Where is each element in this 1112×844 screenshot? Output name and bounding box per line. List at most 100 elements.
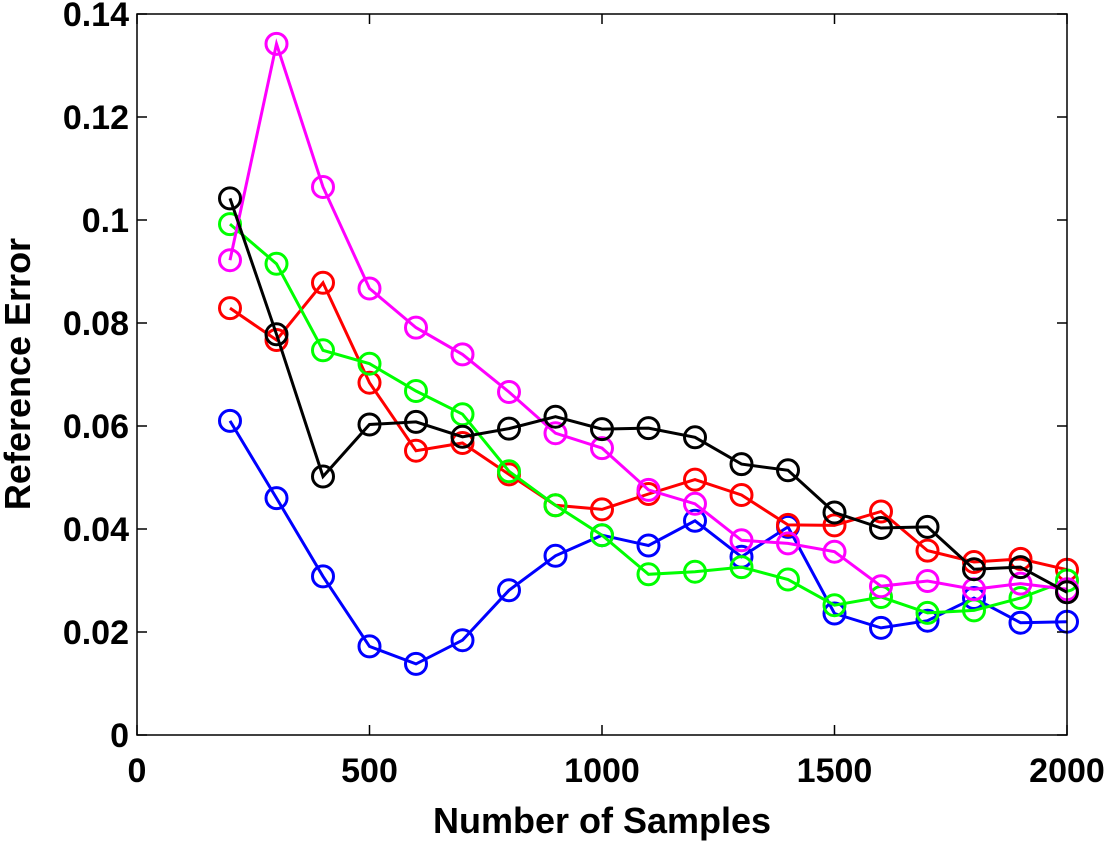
y-tick-label: 0.04 [63, 511, 129, 549]
data-point-blue [822, 601, 847, 626]
data-point-red [1008, 546, 1033, 571]
x-tick-label: 0 [128, 752, 147, 790]
series-green [218, 212, 1079, 625]
data-point-black [311, 464, 335, 489]
data-point-green [776, 567, 800, 592]
data-point-blue [1008, 610, 1033, 635]
data-point-green [450, 402, 475, 427]
data-point-magenta [683, 491, 707, 516]
data-point-green [822, 593, 847, 618]
y-tick-label: 0.08 [63, 305, 129, 343]
tick-layer: 0 500 1000 1500 2000 0 0.02 0.04 0.06 0.08 0.1 0.12… [63, 0, 1105, 790]
series-magenta [218, 31, 1079, 602]
series-line-green [229, 222, 1068, 615]
data-point-magenta [264, 31, 289, 56]
data-point-red [729, 483, 754, 507]
data-point-magenta [311, 175, 335, 199]
data-point-black [450, 424, 475, 449]
data-point-black [264, 322, 289, 347]
y-tick-label: 0.02 [63, 614, 129, 652]
data-point-blue [264, 486, 289, 511]
data-point-black [729, 452, 754, 477]
series-line-blue [228, 420, 1068, 666]
x-axis-label: Number of Samples [433, 800, 771, 841]
data-point-black [590, 417, 614, 442]
y-tick-label: 0.12 [63, 99, 129, 137]
data-point-black [218, 186, 242, 211]
data-point-green [729, 555, 754, 580]
data-point-red [590, 497, 614, 522]
y-tick-label: 0.1 [82, 202, 129, 240]
series-line-black [228, 197, 1068, 594]
data-point-red [869, 499, 893, 524]
data-point-red [683, 467, 707, 492]
data-point-blue [915, 608, 940, 633]
data-point-magenta [1008, 571, 1033, 596]
data-point-red [218, 296, 242, 321]
data-point-green [497, 459, 521, 484]
data-point-green [590, 523, 614, 548]
data-point-blue [311, 564, 335, 589]
data-point-magenta [869, 574, 893, 599]
data-point-blue [636, 533, 661, 558]
x-tick-label: 2000 [1029, 752, 1105, 790]
data-point-green [311, 338, 335, 363]
data-point-magenta [776, 531, 800, 556]
y-axis-label: Reference Error [0, 238, 38, 510]
data-point-magenta [357, 276, 382, 301]
data-point-black [1008, 555, 1033, 580]
x-tick-label: 500 [341, 752, 398, 790]
data-point-green [218, 212, 242, 237]
data-point-magenta [543, 421, 568, 446]
series-layer [218, 31, 1079, 676]
data-point-black [776, 458, 800, 483]
data-point-green [683, 559, 707, 584]
data-point-black [822, 500, 847, 525]
data-point-blue [497, 578, 521, 603]
series-line-red [229, 279, 1068, 572]
data-point-green [915, 600, 940, 625]
data-point-red [450, 431, 475, 455]
data-point-black [869, 516, 893, 540]
data-point-magenta [218, 248, 242, 273]
data-point-red [776, 512, 800, 537]
data-point-magenta [729, 528, 754, 553]
data-point-blue [962, 586, 986, 610]
data-point-black [357, 412, 382, 437]
data-point-blue [450, 628, 475, 653]
data-point-magenta [915, 569, 940, 593]
data-point-blue [869, 615, 893, 640]
data-point-blue [357, 634, 382, 659]
x-tick-label: 1500 [797, 752, 873, 790]
data-point-blue [218, 408, 242, 433]
data-point-black [636, 416, 661, 441]
data-point-magenta [404, 315, 428, 340]
data-point-black [543, 404, 568, 429]
data-point-magenta [450, 342, 475, 367]
data-point-green [264, 251, 289, 276]
data-point-green [404, 379, 428, 403]
data-point-red [404, 438, 428, 463]
data-point-green [636, 562, 661, 587]
series-black [218, 186, 1079, 605]
data-point-red [962, 550, 986, 574]
data-point-black [497, 416, 521, 441]
data-point-black [962, 557, 986, 582]
x-tick-label: 1000 [564, 752, 640, 790]
data-point-magenta [497, 380, 521, 404]
data-point-magenta [636, 477, 661, 502]
data-point-magenta [590, 436, 614, 461]
y-tick-label: 0 [110, 717, 129, 755]
data-point-red [822, 513, 847, 538]
data-point-black [404, 409, 428, 434]
data-point-green [1008, 586, 1033, 610]
y-tick-label: 0.06 [63, 408, 129, 446]
data-point-blue [683, 508, 707, 533]
data-point-green [357, 351, 382, 376]
data-point-magenta [822, 539, 847, 564]
data-point-black [915, 514, 940, 539]
data-point-red [915, 538, 940, 563]
data-point-blue [404, 651, 428, 676]
data-point-green [543, 493, 568, 518]
